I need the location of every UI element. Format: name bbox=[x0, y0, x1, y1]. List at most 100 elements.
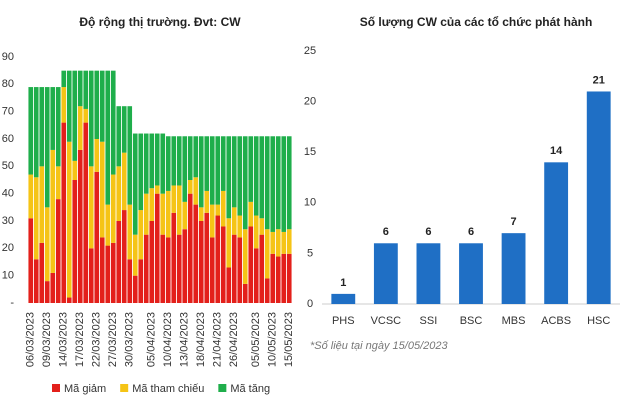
x-tick-label: 30/03/2023 bbox=[124, 312, 136, 367]
bar-segment bbox=[231, 207, 237, 235]
bar-segment bbox=[187, 193, 193, 303]
bar-segment bbox=[149, 188, 155, 221]
bar-segment bbox=[83, 70, 89, 109]
bar-segment bbox=[248, 201, 254, 227]
bar-segment bbox=[231, 234, 237, 303]
bar-segment bbox=[105, 245, 111, 303]
x-tick-label: 21/04/2023 bbox=[212, 312, 224, 367]
bar-segment bbox=[209, 136, 215, 205]
bar-segment bbox=[226, 218, 232, 268]
data-label: 21 bbox=[593, 74, 605, 86]
bar-segment bbox=[33, 259, 39, 303]
bar-segment bbox=[138, 133, 144, 211]
bar-segment bbox=[275, 136, 281, 230]
bar-segment bbox=[94, 171, 100, 303]
bar-segment bbox=[242, 283, 248, 303]
x-tick-label: VCSC bbox=[371, 315, 402, 327]
y-tick-label: - bbox=[10, 297, 14, 309]
bar-segment bbox=[61, 87, 67, 123]
x-tick-label: BSC bbox=[460, 315, 483, 327]
bar-segment bbox=[275, 256, 281, 303]
bar-segment bbox=[281, 253, 287, 303]
bar-segment bbox=[275, 229, 281, 257]
bar-segment bbox=[281, 231, 287, 254]
bar-segment bbox=[286, 229, 292, 254]
x-tick-label: HSC bbox=[587, 315, 610, 327]
y-tick-label: 40 bbox=[2, 188, 14, 200]
bar-segment bbox=[193, 204, 199, 303]
bar-segment bbox=[264, 229, 270, 279]
bar-segment bbox=[242, 136, 248, 230]
bar-segment bbox=[198, 221, 204, 303]
bar-segment bbox=[143, 193, 149, 235]
x-tick-label: SSI bbox=[420, 315, 438, 327]
bar-segment bbox=[44, 281, 50, 303]
bar-segment bbox=[61, 70, 67, 88]
bar-segment bbox=[259, 234, 265, 303]
bar-segment bbox=[39, 87, 45, 167]
bar-segment bbox=[33, 177, 39, 260]
bar-segment bbox=[99, 141, 105, 238]
bar-segment bbox=[149, 221, 155, 303]
bar-segment bbox=[182, 229, 188, 303]
bar-segment bbox=[28, 174, 34, 219]
y-tick-label: 80 bbox=[2, 78, 14, 90]
bar-segment bbox=[231, 136, 237, 208]
x-tick-label: 27/03/2023 bbox=[107, 312, 119, 367]
bar-segment bbox=[39, 242, 45, 303]
y-tick-label: 20 bbox=[304, 96, 316, 108]
bar-segment bbox=[50, 87, 56, 150]
bar-segment bbox=[187, 180, 193, 194]
bar-segment bbox=[127, 204, 133, 260]
bar-segment bbox=[253, 215, 259, 249]
bar-segment bbox=[94, 70, 100, 139]
bar-segment bbox=[66, 297, 72, 303]
data-label: 6 bbox=[383, 226, 389, 238]
bar-segment bbox=[193, 177, 199, 205]
bar-segment bbox=[127, 106, 133, 205]
bar-segment bbox=[72, 70, 78, 161]
bar-segment bbox=[215, 204, 221, 216]
bar-segment bbox=[286, 136, 292, 230]
bar-segment bbox=[33, 87, 39, 178]
bar-segment bbox=[66, 141, 72, 298]
bar-segment bbox=[182, 136, 188, 202]
bar-segment bbox=[44, 207, 50, 282]
data-label: 14 bbox=[550, 145, 563, 157]
bar-segment bbox=[121, 106, 127, 153]
bar-segment bbox=[176, 234, 182, 303]
bar-segment bbox=[176, 185, 182, 235]
bar-segment bbox=[171, 136, 177, 186]
bar-segment bbox=[248, 226, 254, 303]
bar-segment bbox=[286, 253, 292, 303]
bar-segment bbox=[61, 122, 67, 303]
bar-segment bbox=[220, 226, 226, 303]
bar-segment bbox=[88, 166, 94, 249]
data-label: 7 bbox=[511, 216, 517, 228]
bar-segment bbox=[116, 166, 122, 221]
bar-segment bbox=[160, 133, 166, 194]
bar bbox=[331, 293, 356, 304]
bar-segment bbox=[259, 218, 265, 235]
bar-segment bbox=[209, 204, 215, 238]
y-tick-label: 10 bbox=[304, 197, 316, 209]
bar-segment bbox=[28, 218, 34, 303]
bar-segment bbox=[77, 70, 83, 107]
bar-segment bbox=[77, 149, 83, 303]
bar-segment bbox=[165, 136, 171, 191]
bar-segment bbox=[187, 136, 193, 180]
y-tick-label: 60 bbox=[2, 133, 14, 145]
bar-segment bbox=[176, 136, 182, 186]
bar-segment bbox=[215, 136, 221, 205]
chart-title: Số lượng CW của các tổ chức phát hành bbox=[360, 15, 593, 29]
bar-segment bbox=[83, 122, 89, 303]
y-tick-label: 70 bbox=[2, 106, 14, 118]
y-tick-label: 25 bbox=[304, 45, 316, 57]
bar-segment bbox=[171, 212, 177, 303]
legend-swatch bbox=[52, 384, 60, 392]
x-tick-label: 09/03/2023 bbox=[41, 312, 53, 367]
bar-segment bbox=[165, 190, 171, 238]
legend-label: Mã tham chiếu bbox=[132, 383, 204, 395]
bar-segment bbox=[270, 253, 276, 303]
bar-segment bbox=[270, 136, 276, 232]
